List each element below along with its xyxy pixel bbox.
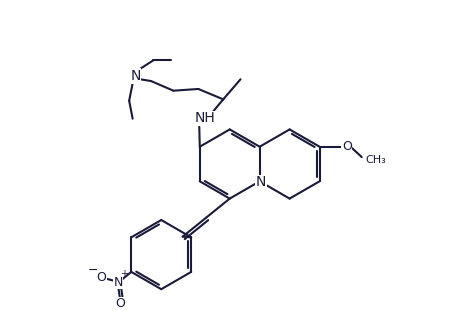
Text: +: + <box>120 269 128 279</box>
Text: NH: NH <box>194 111 215 125</box>
Text: O: O <box>115 297 125 310</box>
Text: N: N <box>130 69 140 83</box>
Text: N: N <box>255 175 265 189</box>
Text: N: N <box>113 276 123 289</box>
Text: −: − <box>88 264 98 277</box>
Text: O: O <box>341 140 351 153</box>
Text: O: O <box>96 271 106 284</box>
Text: CH₃: CH₃ <box>364 155 385 165</box>
